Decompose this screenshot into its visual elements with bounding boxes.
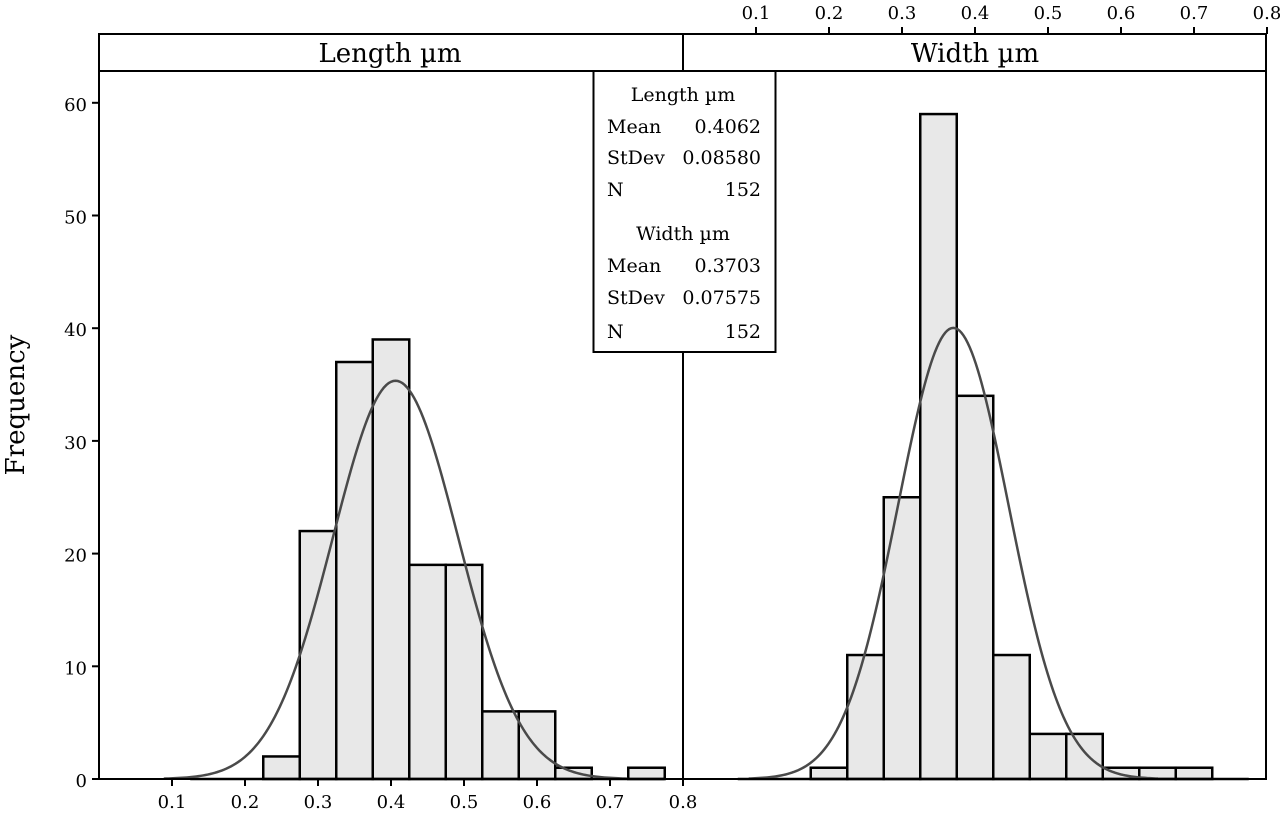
- histogram-bar: [408, 563, 447, 781]
- y-tick-label: 10: [64, 658, 87, 679]
- bars-layer: [190, 112, 1249, 781]
- x-tick-label: 0.8: [669, 792, 698, 813]
- x-tick-label: 0.3: [888, 3, 917, 24]
- x-tick-label: 0.8: [1253, 3, 1280, 24]
- stats-width-stdev-label: StDev: [607, 287, 665, 309]
- histogram-bar: [554, 766, 593, 781]
- y-tick-label: 60: [64, 95, 87, 116]
- histogram-bar: [335, 360, 374, 781]
- x-tick-label: 0.5: [1034, 3, 1063, 24]
- axes-layer: 0 10 20 30 40 50 60 0.1 0.2 0.3 0.4 0.5 0.6 0.7 0.8 0.1…: [64, 3, 1280, 813]
- histogram-bar: [1028, 732, 1068, 781]
- stats-width-n-value: 152: [725, 321, 761, 343]
- x-tick-label: 0.5: [450, 792, 479, 813]
- histogram-bar: [809, 766, 849, 781]
- stats-length-mean-label: Mean: [607, 116, 661, 138]
- x-tick-label: 0.1: [742, 3, 771, 24]
- stats-length-n-value: 152: [725, 179, 761, 201]
- x-tick-label: 0.7: [1180, 3, 1209, 24]
- stats-width-stdev-value: 0.07575: [682, 287, 761, 309]
- x-tick-label: 0.4: [961, 3, 990, 24]
- stats-width-title: Width µm: [636, 223, 730, 245]
- histogram-bar: [298, 529, 338, 781]
- normal-fit-curve: [163, 379, 628, 780]
- y-tick-label: 20: [64, 546, 87, 567]
- y-axis-label: Frequency: [1, 334, 31, 475]
- histogram-bar: [992, 653, 1031, 781]
- histogram-bar: [627, 766, 666, 781]
- histogram-bar: [1065, 732, 1104, 781]
- histogram-bar: [919, 112, 958, 781]
- stats-length-stdev-label: StDev: [607, 147, 665, 169]
- y-tick-label: 0: [76, 771, 87, 792]
- x-tick-label: 0.2: [231, 792, 260, 813]
- histogram-bar: [371, 338, 411, 781]
- y-tick-label: 50: [64, 208, 87, 229]
- stats-width-n-label: N: [607, 321, 624, 343]
- stats-width-mean-value: 0.3703: [695, 255, 761, 277]
- stats-length-title: Length µm: [631, 84, 736, 106]
- panel-title-length: Length µm: [318, 39, 461, 69]
- histogram-bar: [882, 496, 922, 781]
- stats-box-border: [592, 70, 777, 353]
- stats-length-mean-value: 0.4062: [695, 116, 761, 138]
- histogram-bar: [846, 653, 885, 781]
- histogram-bar: [481, 710, 520, 781]
- y-tick-label: 30: [64, 433, 87, 454]
- histogram-bar: [444, 563, 484, 781]
- histogram-bar: [517, 710, 557, 781]
- x-tick-label: 0.7: [596, 792, 625, 813]
- x-tick-label: 0.4: [377, 792, 406, 813]
- stats-box: Length µm Mean 0.4062 StDev 0.08580 N 15…: [592, 70, 777, 353]
- histogram-bar: [955, 394, 995, 781]
- normal-fit-curve: [748, 326, 1158, 780]
- panel-title-width: Width µm: [911, 39, 1039, 69]
- histogram-bar: [262, 755, 301, 781]
- x-tick-label: 0.3: [304, 792, 333, 813]
- histogram-bar: [1174, 766, 1214, 781]
- x-tick-label: 0.1: [158, 792, 187, 813]
- stats-length-n-label: N: [607, 179, 624, 201]
- x-tick-label: 0.6: [523, 792, 552, 813]
- x-tick-label: 0.6: [1107, 3, 1136, 24]
- stats-length-stdev-value: 0.08580: [682, 147, 761, 169]
- curves-layer: [163, 326, 1158, 780]
- y-tick-label: 40: [64, 320, 87, 341]
- x-tick-label: 0.2: [815, 3, 844, 24]
- stats-width-mean-label: Mean: [607, 255, 661, 277]
